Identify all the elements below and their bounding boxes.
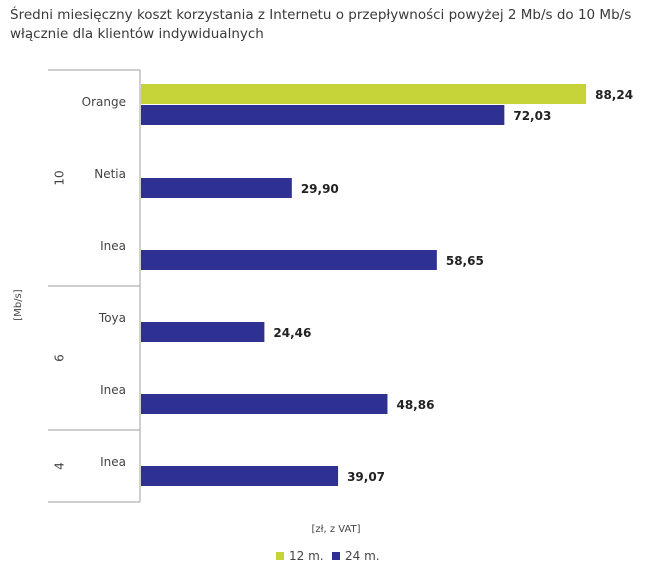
bar-24m [141, 178, 292, 198]
y-axis-title: [Mb/s] [13, 289, 24, 320]
bar-24m [141, 466, 339, 486]
data-label-12m: 88,24 [595, 88, 633, 102]
bar-24m [141, 322, 265, 342]
category-label: Toya [98, 311, 126, 325]
category-label: Netia [94, 167, 126, 181]
data-label-24m: 48,86 [396, 398, 434, 412]
bar-24m [141, 394, 388, 414]
group-label-10: 10 [53, 170, 67, 185]
group-label-6: 6 [53, 354, 67, 362]
data-label-24m: 72,03 [513, 109, 551, 123]
legend-swatch [276, 552, 284, 560]
legend-label: 12 m. [289, 549, 324, 563]
bar-24m [141, 250, 437, 270]
category-label: Inea [100, 383, 126, 397]
data-label-24m: 24,46 [273, 326, 311, 340]
legend-swatch [332, 552, 340, 560]
category-label: Inea [100, 455, 126, 469]
data-label-24m: 39,07 [347, 470, 385, 484]
data-label-24m: 29,90 [301, 182, 339, 196]
legend-label: 24 m. [345, 549, 380, 563]
category-label: Orange [82, 95, 126, 109]
bar-12m [141, 84, 587, 104]
x-axis-title: [zł, z VAT] [311, 524, 360, 535]
category-label: Inea [100, 239, 126, 253]
group-label-4: 4 [53, 462, 67, 470]
bar-24m [141, 105, 505, 125]
data-label-24m: 58,65 [446, 254, 484, 268]
chart-title: Średni miesięczny koszt korzystania z In… [10, 7, 632, 42]
